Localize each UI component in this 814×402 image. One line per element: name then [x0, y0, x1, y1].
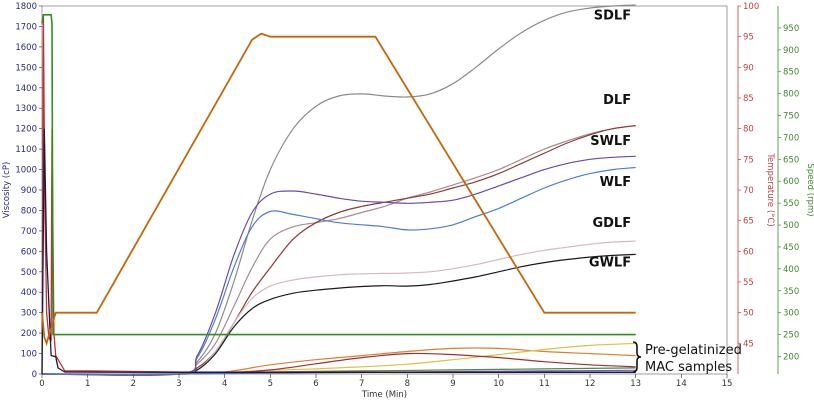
y-left-tick-label: 500 — [21, 268, 37, 278]
y-left-tick-label: 300 — [21, 309, 37, 319]
startup-dark-line — [41, 128, 636, 375]
series-line-wlf — [41, 166, 636, 376]
y-left-tick-label: 1000 — [15, 166, 37, 176]
x-tick-label: 14 — [676, 379, 687, 389]
temperature-tick-label: 65 — [743, 217, 754, 227]
x-tick-label: 9 — [450, 379, 455, 389]
temperature-tick-label: 95 — [743, 33, 754, 43]
series-label: GWLF — [589, 256, 631, 271]
x-tick-label: 0 — [39, 379, 44, 389]
x-tick-label: 10 — [493, 379, 504, 389]
series-label: GDLF — [592, 216, 631, 231]
temperature-tick-label: 55 — [743, 278, 754, 288]
temperature-tick-label: 90 — [743, 63, 754, 73]
y-left-tick-label: 1300 — [15, 104, 37, 114]
y-left-tick-label: 0 — [32, 370, 37, 380]
temperature-tick-label: 80 — [743, 125, 754, 135]
y-left-tick-label: 600 — [21, 247, 37, 257]
x-tick-label: 11 — [539, 379, 550, 389]
temperature-tick-label: 70 — [743, 186, 754, 196]
y-left-tick-label: 1100 — [15, 145, 37, 155]
y-left-tick-label: 800 — [21, 206, 37, 216]
x-tick-label: 6 — [313, 379, 318, 389]
series-line-mac-yellow — [41, 342, 636, 375]
speed-tick-label: 800 — [783, 90, 799, 100]
y-left-tick-label: 100 — [21, 350, 37, 360]
speed-tick-label: 300 — [783, 309, 799, 319]
annotation-brace — [632, 341, 642, 373]
temperature-line — [41, 32, 636, 347]
temperature-tick-label: 50 — [743, 309, 754, 319]
y-axis-temperature-title: Temperature (°C) — [765, 152, 775, 226]
speed-tick-label: 700 — [783, 133, 799, 143]
y-axis-speed-title: Speed (rpm) — [805, 163, 814, 216]
axes: 0100200300400500600700800900100011001200… — [15, 2, 799, 389]
x-tick-label: 2 — [131, 379, 136, 389]
series-labels: SDLF DLF SWLF WLF GDLF GWLF — [589, 8, 631, 270]
x-tick-label: 12 — [585, 379, 596, 389]
y-left-tick-label: 400 — [21, 288, 37, 298]
y-left-tick-label: 1400 — [15, 84, 37, 94]
series-label: DLF — [603, 93, 631, 108]
y-left-tick-label: 1200 — [15, 125, 37, 135]
y-axis-left-title: Viscosity (cP) — [2, 162, 12, 219]
speed-tick-label: 400 — [783, 265, 799, 275]
speed-tick-label: 650 — [783, 155, 799, 165]
speed-tick-label: 750 — [783, 112, 799, 122]
x-tick-label: 1 — [85, 379, 90, 389]
x-tick-label: 5 — [268, 379, 273, 389]
annotation-text-line: MAC samples — [645, 360, 732, 375]
x-tick-label: 8 — [405, 379, 410, 389]
x-tick-label: 7 — [359, 379, 364, 389]
y-left-tick-label: 200 — [21, 329, 37, 339]
temperature-tick-label: 85 — [743, 94, 754, 104]
chart-frame — [41, 5, 728, 375]
speed-tick-label: 250 — [783, 331, 799, 341]
speed-tick-label: 450 — [783, 243, 799, 253]
series-label: SDLF — [594, 8, 631, 23]
y-left-tick-label: 1500 — [15, 63, 37, 73]
startup-spike-line — [41, 16, 636, 375]
speed-tick-label: 950 — [783, 24, 799, 34]
series-layer — [41, 4, 636, 376]
y-left-tick-label: 700 — [21, 227, 37, 237]
speed-tick-label: 850 — [783, 68, 799, 78]
speed-tick-label: 600 — [783, 177, 799, 187]
x-tick-label: 15 — [722, 379, 733, 389]
speed-line — [41, 14, 636, 336]
y-left-tick-label: 900 — [21, 186, 37, 196]
series-line-gwlf — [41, 253, 636, 375]
speed-tick-label: 900 — [783, 46, 799, 56]
pre-gelatinized-annotation: Pre-gelatinized MAC samples — [632, 341, 742, 375]
series-label: SWLF — [590, 134, 631, 149]
series-line-sdlf — [41, 4, 636, 376]
plot-frame — [41, 5, 728, 375]
temperature-tick-label: 60 — [743, 247, 754, 257]
x-axis-title: Time (Min) — [361, 390, 407, 400]
series-label: WLF — [600, 175, 632, 190]
y-left-tick-label: 1800 — [15, 2, 37, 12]
temperature-tick-label: 100 — [743, 2, 759, 12]
speed-tick-label: 500 — [783, 221, 799, 231]
temperature-tick-label: 75 — [743, 155, 754, 165]
y-left-tick-label: 1600 — [15, 43, 37, 53]
y-left-tick-label: 1700 — [15, 22, 37, 32]
x-tick-label: 13 — [630, 379, 641, 389]
speed-tick-label: 550 — [783, 199, 799, 209]
annotation-text-line: Pre-gelatinized — [645, 343, 742, 358]
speed-tick-label: 350 — [783, 287, 799, 297]
series-line-gdlf — [41, 240, 636, 375]
speed-tick-label: 200 — [783, 352, 799, 362]
series-line-wlf-peak — [41, 155, 636, 376]
x-tick-label: 4 — [222, 379, 227, 389]
temperature-tick-label: 45 — [743, 339, 754, 349]
x-tick-label: 3 — [176, 379, 181, 389]
